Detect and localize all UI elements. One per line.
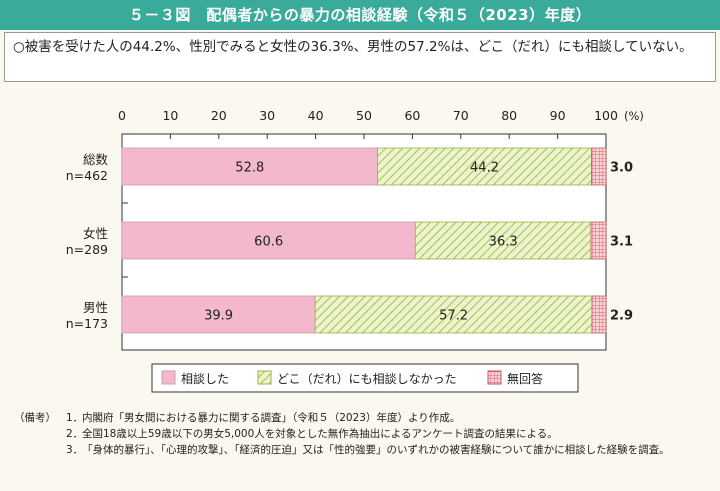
bar-segment xyxy=(591,147,607,186)
category-n-label: n=462 xyxy=(66,168,108,183)
notes-head: （備考） xyxy=(14,412,56,424)
legend-label: どこ（だれ）にも相談しなかった xyxy=(277,371,457,386)
x-tick-label: 70 xyxy=(453,108,469,123)
x-tick-label: 50 xyxy=(356,108,372,123)
x-tick-label: 80 xyxy=(501,108,517,123)
chart-area: 0 10 20 30 40 50 60 70 80 90 100 (%) 総数 n=462 女性 n=289 男… xyxy=(4,88,716,400)
legend-swatch xyxy=(257,370,272,385)
x-tick-label: 40 xyxy=(308,108,324,123)
x-tick-label: 90 xyxy=(550,108,566,123)
summary-box: ○被害を受けた人の44.2%、性別でみると女性の36.3%、男性の57.2%は、… xyxy=(4,32,716,82)
bar-segment xyxy=(377,147,592,186)
data-label: 3.1 xyxy=(610,235,633,250)
data-label: 36.3 xyxy=(489,235,518,250)
bar-segment xyxy=(314,295,593,334)
note-row-3: 3． 「身体的暴行」、「心理的攻撃」、「経済的圧迫」又は「性的強要」のいずれかの… xyxy=(14,442,714,458)
legend-box xyxy=(151,363,579,393)
bar-segment xyxy=(414,221,592,260)
x-unit-label: (%) xyxy=(624,109,644,123)
data-label: 60.6 xyxy=(254,235,283,250)
bar-segment xyxy=(121,295,316,334)
note-text: 全国18歳以上59歳以下の男女5,000人を対象とした無作為抽出によるアンケート… xyxy=(82,428,558,440)
data-label: 57.2 xyxy=(439,309,468,324)
x-tick-label: 100 xyxy=(594,108,618,123)
x-tick-label: 10 xyxy=(162,108,178,123)
bar-segment xyxy=(591,295,607,334)
stacked-bar-chart: 0 10 20 30 40 50 60 70 80 90 100 (%) 総数n=462 女性n=289 男… xyxy=(66,108,644,393)
data-label: 44.2 xyxy=(470,161,499,176)
note-text: 内閣府「男女間における暴力に関する調査」（令和５（2023）年度）より作成。 xyxy=(82,412,461,424)
x-tick-label: 60 xyxy=(404,108,420,123)
note-text: 「身体的暴行」、「心理的攻撃」、「経済的圧迫」又は「性的強要」のいずれかの被害経… xyxy=(82,444,670,456)
category-n-label: n=289 xyxy=(66,242,108,257)
legend-label: 相談した xyxy=(181,371,229,386)
note-number: 2． xyxy=(66,428,84,440)
x-tick-label: 0 xyxy=(118,108,126,123)
note-row-2: 2． 全国18歳以上59歳以下の男女5,000人を対象とした無作為抽出によるアン… xyxy=(14,426,714,442)
x-tick-label: 30 xyxy=(259,108,275,123)
note-number: 1． xyxy=(66,412,84,424)
category-label: 男性 xyxy=(83,300,108,315)
category-label: 女性 xyxy=(83,226,108,241)
legend-label: 無回答 xyxy=(507,371,543,386)
x-tick-label: 20 xyxy=(211,108,227,123)
category-label: 総数 xyxy=(83,152,109,167)
legend-swatch xyxy=(161,370,176,385)
note-row-1: （備考） 1． 内閣府「男女間における暴力に関する調査」（令和５（2023）年度… xyxy=(14,410,714,426)
bar-segment xyxy=(121,147,378,186)
data-label: 2.9 xyxy=(610,309,633,324)
bar-segment xyxy=(590,221,607,260)
figure-title: ５－３図 配偶者からの暴力の相談経験（令和５（2023）年度） xyxy=(0,0,720,30)
data-label: 39.9 xyxy=(204,309,233,324)
notes: （備考） 1． 内閣府「男女間における暴力に関する調査」（令和５（2023）年度… xyxy=(14,410,714,458)
data-label: 3.0 xyxy=(610,161,633,176)
legend-swatch xyxy=(487,370,502,385)
bar-segment xyxy=(121,221,416,260)
note-number: 3． xyxy=(66,444,84,456)
category-n-label: n=173 xyxy=(66,316,108,331)
data-label: 52.8 xyxy=(235,161,264,176)
